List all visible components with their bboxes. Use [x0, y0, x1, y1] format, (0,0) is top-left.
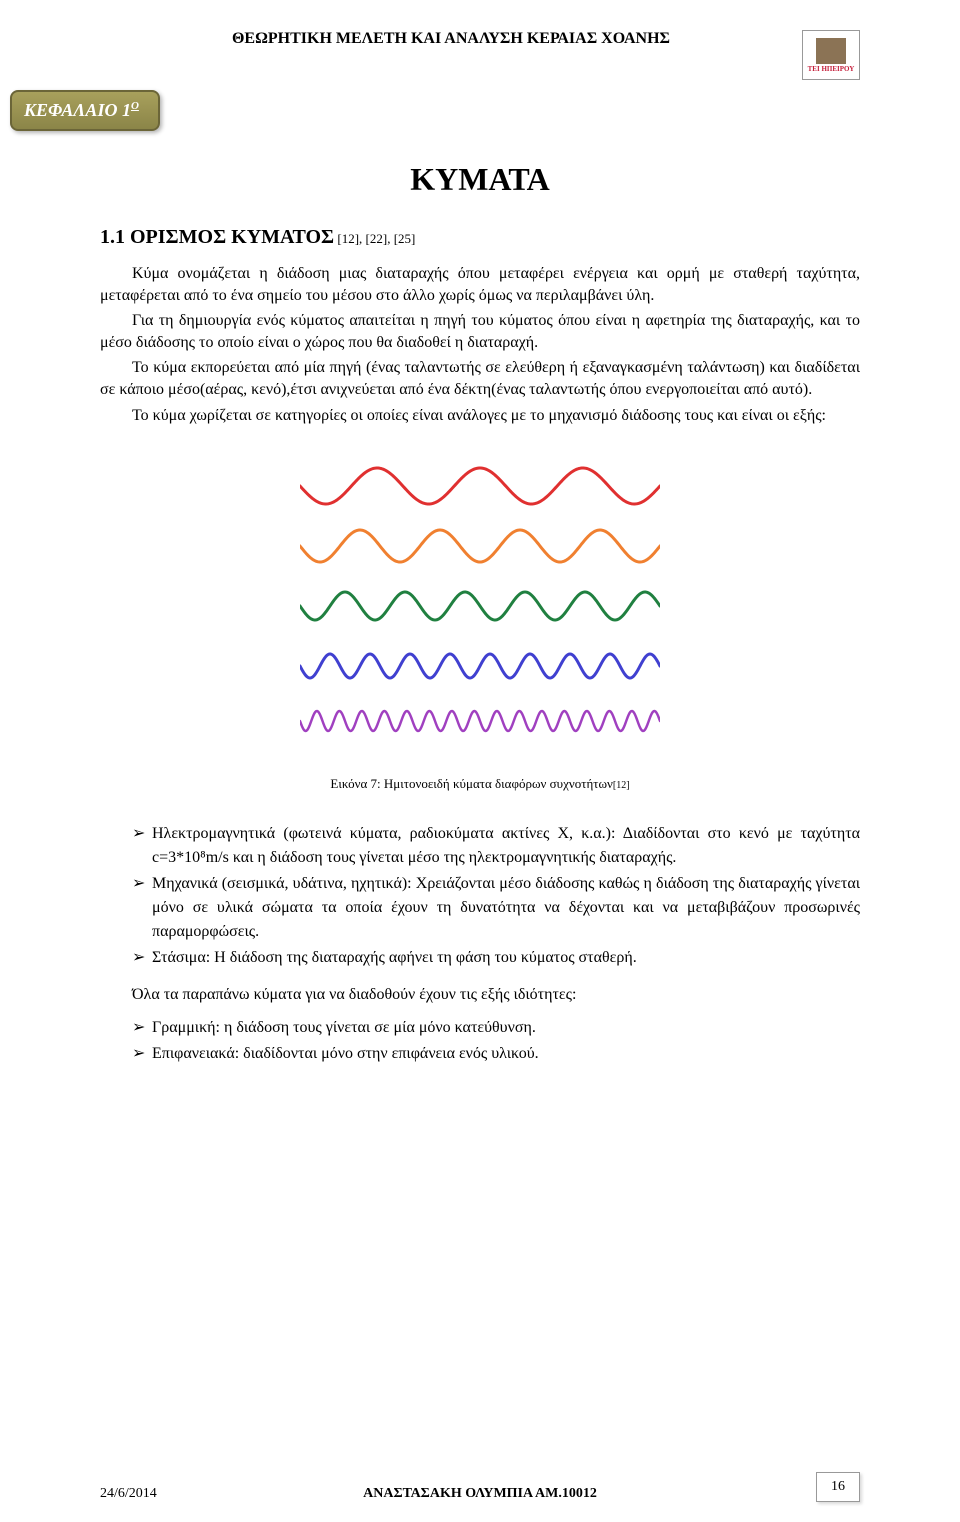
list-item: Μηχανικά (σεισμικά, υδάτινα, ηχητικά): Χ…	[132, 872, 860, 944]
property-list: Γραμμική: η διάδοση τους γίνεται σε μία …	[100, 1016, 860, 1066]
logo-text: ΤΕΙ ΗΠΕΙΡΟΥ	[808, 66, 855, 73]
paragraph-4: Το κύμα χωρίζεται σε κατηγορίες οι οποίε…	[100, 405, 860, 427]
section-refs: [12], [22], [25]	[334, 231, 415, 246]
chapter-badge: ΚΕΦΑΛΑΙΟ 1Ο	[10, 90, 160, 131]
caption-text: Εικόνα 7: Ημιτονοειδή κύματα διαφόρων συ…	[330, 776, 613, 791]
property-list-block: Γραμμική: η διάδοση τους γίνεται σε μία …	[100, 1016, 860, 1066]
paragraph-3: Το κύμα εκπορεύεται από μία πηγή (ένας τ…	[100, 357, 860, 400]
caption-ref: [12]	[613, 780, 630, 791]
page-header: ΘΕΩΡΗΤΙΚΗ ΜΕΛΕΤΗ ΚΑΙ ΑΝΑΛΥΣΗ ΚΕΡΑΙΑΣ ΧΟΑ…	[100, 30, 860, 80]
list-item: Ηλεκτρομαγνητικά (φωτεινά κύματα, ραδιοκ…	[132, 822, 860, 870]
chapter-ordinal: Ο	[131, 100, 139, 112]
chapter-label: ΚΕΦΑΛΑΙΟ 1	[24, 100, 131, 120]
paragraph-2: Για τη δημιουργία ενός κύματος απαιτείτα…	[100, 310, 860, 353]
footer-author: ΑΝΑΣΤΑΣΑΚΗ ΟΛΥΜΠΙΑ ΑΜ.10012	[363, 1486, 597, 1502]
category-list: Ηλεκτρομαγνητικά (φωτεινά κύματα, ραδιοκ…	[100, 822, 860, 970]
section-title-text: 1.1 ΟΡΙΣΜΟΣ ΚΥΜΑΤΟΣ	[100, 226, 334, 248]
paragraph-1: Κύμα ονομάζεται η διάδοση μιας διαταραχή…	[100, 263, 860, 306]
list-item: Επιφανειακά: διαδίδονται μόνο στην επιφά…	[132, 1042, 860, 1066]
logo-emblem	[816, 38, 846, 64]
list-item: Γραμμική: η διάδοση τους γίνεται σε μία …	[132, 1016, 860, 1040]
wave-svg	[300, 456, 660, 756]
category-list-block: Ηλεκτρομαγνητικά (φωτεινά κύματα, ραδιοκ…	[100, 822, 860, 970]
figure-caption: Εικόνα 7: Ημιτονοειδή κύματα διαφόρων συ…	[100, 776, 860, 792]
section-heading: 1.1 ΟΡΙΣΜΟΣ ΚΥΜΑΤΟΣ [12], [22], [25]	[100, 226, 860, 249]
institution-logo: ΤΕΙ ΗΠΕΙΡΟΥ	[802, 30, 860, 80]
page-number: 16	[816, 1472, 860, 1502]
wave-figure	[100, 456, 860, 756]
footer-date: 24/6/2014	[100, 1486, 157, 1502]
list-item: Στάσιμα: Η διάδοση της διαταραχής αφήνει…	[132, 946, 860, 970]
page-title: ΚΥΜΑΤΑ	[100, 161, 860, 198]
lead-b: Όλα τα παραπάνω κύματα για να διαδοθούν …	[100, 984, 860, 1006]
page-footer: 24/6/2014 ΑΝΑΣΤΑΣΑΚΗ ΟΛΥΜΠΙΑ ΑΜ.10012 16	[100, 1472, 860, 1502]
running-title: ΘΕΩΡΗΤΙΚΗ ΜΕΛΕΤΗ ΚΑΙ ΑΝΑΛΥΣΗ ΚΕΡΑΙΑΣ ΧΟΑ…	[100, 30, 802, 48]
